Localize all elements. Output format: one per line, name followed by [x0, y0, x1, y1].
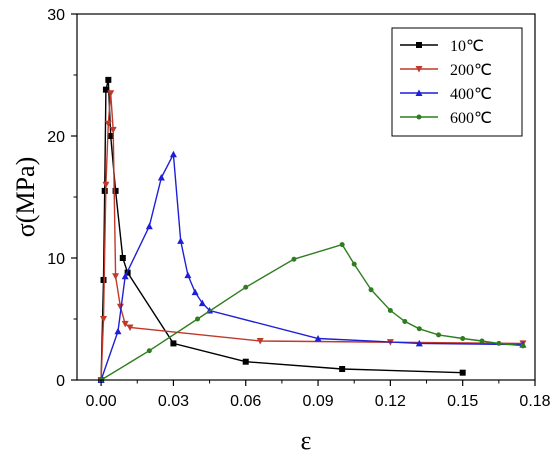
data-point-1-4 [107, 90, 115, 97]
legend-label-3: 600℃ [450, 110, 492, 127]
y-tick-label-3: 30 [47, 7, 65, 24]
y-axis-title: σ(MPa) [11, 157, 40, 237]
data-point-1-1 [100, 316, 108, 323]
data-point-3-10 [416, 326, 422, 332]
data-point-3-2 [195, 316, 201, 322]
legend-marker-3 [416, 114, 422, 120]
data-point-3-15 [520, 343, 526, 349]
data-point-1-5 [109, 126, 117, 134]
legend: 10℃ 200℃ 400℃ 600℃ [391, 27, 523, 137]
x-axis-title: ε [301, 426, 312, 455]
legend-marker-2 [415, 89, 423, 96]
data-point-0-4 [105, 76, 112, 83]
legend-label-2: 400℃ [450, 86, 492, 103]
data-point-2-8 [191, 288, 199, 296]
data-point-3-5 [339, 242, 345, 248]
series-line-2 [100, 151, 523, 381]
data-point-1-8 [121, 320, 129, 328]
data-point-1-7 [116, 303, 124, 311]
data-point-3-8 [387, 307, 393, 313]
data-point-1-2 [102, 181, 110, 189]
data-point-2-7 [184, 271, 192, 279]
axis-layer: 0.00 0.03 0.06 0.09 0.12 0.15 0.18 0 10 20 30 [47, 7, 550, 410]
legend-label-0: 10℃ [450, 38, 484, 55]
data-point-1-3 [104, 120, 112, 128]
data-point-2-3 [145, 222, 153, 230]
data-point-3-13 [479, 338, 485, 344]
data-point-0-5 [107, 133, 114, 139]
plot-layer [97, 76, 527, 384]
data-point-1-6 [112, 273, 120, 280]
data-point-3-1 [146, 348, 152, 354]
data-point-2-9 [198, 299, 206, 307]
y-tick-label-2: 20 [47, 129, 65, 146]
data-point-3-9 [402, 318, 408, 324]
data-point-0-7 [119, 255, 126, 261]
legend-box [391, 27, 523, 137]
series-line-3 [100, 243, 523, 381]
x-tick-label-4: 0.12 [375, 393, 406, 410]
data-point-3-7 [368, 287, 374, 293]
data-point-2-1 [114, 327, 122, 335]
data-point-1-9 [126, 324, 134, 332]
data-point-0-9 [170, 340, 177, 347]
legend-marker-0 [416, 42, 422, 48]
legend-label-1: 200℃ [450, 62, 492, 79]
data-point-2-12 [415, 339, 423, 347]
data-point-0-11 [339, 366, 346, 373]
data-point-1-10 [256, 337, 264, 345]
data-point-3-14 [496, 340, 502, 346]
data-point-3-4 [291, 256, 297, 262]
data-point-2-5 [169, 150, 177, 158]
y-tick-label-1: 10 [47, 251, 65, 268]
x-tick-label-6: 0.18 [519, 393, 550, 410]
data-point-0-12 [459, 369, 466, 376]
x-tick-label-2: 0.06 [230, 393, 261, 410]
x-tick-label-5: 0.15 [447, 393, 478, 410]
data-point-2-4 [157, 173, 165, 181]
data-point-0-10 [242, 358, 249, 365]
y-tick-label-0: 0 [56, 373, 65, 390]
data-point-3-6 [351, 261, 357, 267]
x-tick-label-0: 0.00 [86, 393, 117, 410]
data-point-2-11 [314, 335, 322, 342]
x-tick-label-3: 0.09 [302, 393, 333, 410]
data-point-2-2 [121, 272, 129, 280]
data-point-0-2 [101, 187, 108, 194]
data-point-2-6 [177, 237, 185, 244]
data-point-3-12 [460, 336, 466, 342]
data-point-0-3 [102, 86, 109, 93]
data-point-3-3 [243, 284, 249, 290]
x-tick-label-1: 0.03 [158, 393, 189, 410]
data-point-0-6 [112, 187, 119, 194]
legend-marker-1 [415, 66, 423, 73]
data-point-3-11 [436, 332, 442, 338]
